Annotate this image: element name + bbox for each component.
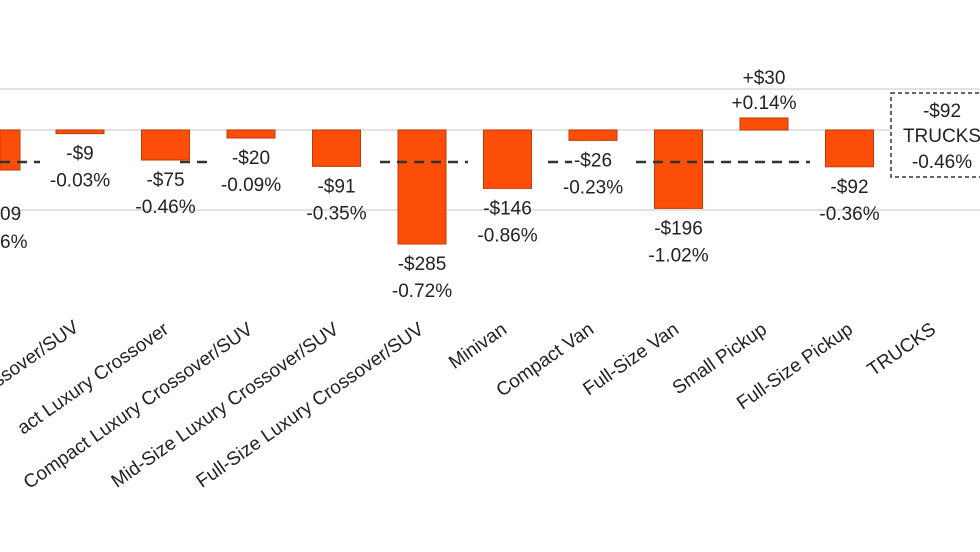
bar-4 xyxy=(397,129,447,245)
percent-label-1: -0.46% xyxy=(135,197,195,218)
percent-label-7: -1.02% xyxy=(648,245,708,266)
category-label-7: Full-Size Van xyxy=(579,319,682,400)
percent-label-6: -0.23% xyxy=(563,177,623,198)
bar-1 xyxy=(141,129,190,161)
summary-value-label: -$92 xyxy=(923,101,961,122)
data-labels: 09 6% -$9 -0.03% -$75 -0.46% -$20 -0.09% -$91 -0.… xyxy=(0,68,880,302)
value-label-3: -$91 xyxy=(317,176,355,197)
percent-label-0: -0.03% xyxy=(50,171,110,192)
value-label-5: -$146 xyxy=(483,198,532,219)
percent-label-9: -0.36% xyxy=(819,204,879,225)
value-label-2: -$20 xyxy=(232,148,270,169)
percent-label-5: -0.86% xyxy=(477,225,537,246)
bar-0 xyxy=(55,129,105,135)
percent-label-8: +0.14% xyxy=(732,93,797,114)
partial-value-label: 09 xyxy=(0,204,21,225)
value-label-8: +$30 xyxy=(743,68,786,89)
bars xyxy=(0,117,874,245)
bar-2 xyxy=(226,129,276,139)
bar-5 xyxy=(483,129,532,189)
summary-percent-label: -0.46% xyxy=(912,152,972,173)
value-label-1: -$75 xyxy=(146,170,184,191)
percent-label-3: -0.35% xyxy=(306,203,366,224)
value-label-6: -$26 xyxy=(574,150,612,171)
value-label-4: -$285 xyxy=(398,254,447,275)
category-label-6: Compact Van xyxy=(493,319,598,401)
value-label-9: -$92 xyxy=(830,177,868,198)
category-label-0: ssover/SUV xyxy=(0,317,83,392)
bar-8 xyxy=(739,117,789,131)
value-label-7: -$196 xyxy=(654,218,703,239)
partial-percent-label: 6% xyxy=(0,232,28,253)
category-label-5: Minivan xyxy=(445,319,511,374)
bar-6 xyxy=(568,129,618,141)
value-label-0: -$9 xyxy=(66,144,93,165)
bar-3 xyxy=(312,129,361,167)
category-label-10: TRUCKS xyxy=(864,319,940,381)
summary-name-label: TRUCKS xyxy=(903,126,980,147)
percent-label-2: -0.09% xyxy=(221,175,281,196)
percent-label-4: -0.72% xyxy=(392,281,452,302)
bar-7 xyxy=(654,129,703,209)
trucks-summary-box: -$92 TRUCKS -0.46% xyxy=(890,92,980,178)
category-label-1: act Luxury Crossover xyxy=(14,319,174,440)
bar-partial xyxy=(0,129,21,171)
bar-9 xyxy=(825,129,874,168)
summary-box-frame xyxy=(890,92,980,178)
